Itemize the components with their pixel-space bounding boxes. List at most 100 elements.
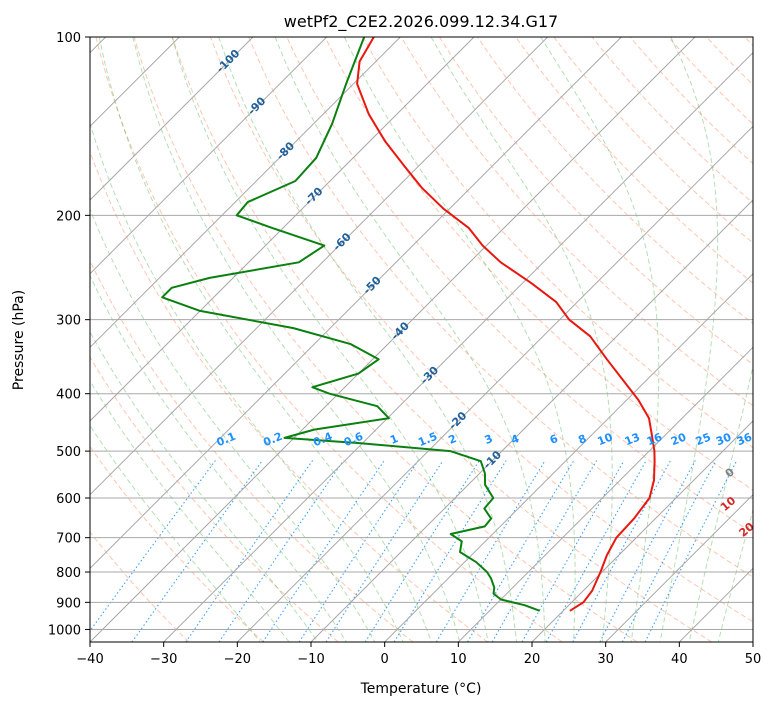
dry-adiabat	[553, 37, 753, 244]
isotherm-gridline	[384, 272, 753, 642]
dry-adiabat	[744, 37, 753, 47]
moist-adiabat	[430, 37, 613, 642]
mixing-ratio-label: 16	[645, 430, 664, 448]
dry-adiabat	[90, 259, 414, 642]
y-tick-label: 400	[56, 388, 81, 403]
y-axis: 1000 900 800 700 600 500 400 300 200 100	[48, 31, 90, 638]
chart-title: wetPf2_C2E2.2026.099.12.34.G17	[284, 12, 558, 32]
isotherm-gridline	[90, 37, 254, 201]
x-tick-label: 10	[450, 652, 467, 667]
mixing-ratio-label: 36	[735, 430, 754, 448]
dry-adiabat	[248, 37, 753, 578]
dry-adiabat	[210, 37, 753, 623]
mixing-ratio-line	[467, 460, 575, 642]
y-tick-label: 900	[56, 596, 81, 611]
dry-adiabat	[515, 37, 753, 284]
theta-e-label: 40	[765, 580, 775, 600]
moist-adiabat	[90, 330, 319, 642]
x-axis-title: Temperature (°C)	[360, 681, 482, 697]
mixing-ratio-label: 13	[623, 431, 642, 449]
dry-adiabat	[477, 37, 753, 325]
dry-adiabat	[400, 37, 753, 407]
mixing-ratio-line	[185, 460, 314, 642]
y-tick-label: 700	[56, 532, 81, 547]
x-tick-label: 40	[671, 652, 688, 667]
mixing-ratio-line	[545, 460, 647, 642]
isotherm-gridline	[90, 37, 549, 496]
dry-adiabat	[286, 37, 753, 534]
dry-adiabat	[706, 37, 753, 86]
series-layer	[161, 37, 656, 612]
dry-adiabat	[438, 37, 753, 366]
mixing-ratio-line	[131, 460, 263, 642]
x-tick-label: 20	[524, 652, 541, 667]
moist-adiabat	[717, 507, 753, 642]
x-tick-label: −30	[150, 652, 177, 667]
isotherm-gridline	[310, 199, 753, 642]
y-tick-label: 1000	[48, 623, 81, 638]
mixing-ratio-line	[644, 460, 738, 642]
line-labels: -100-90-80-70-60-50-40-30-20-100.1 0.2 0.4…	[214, 47, 775, 600]
theta-e-label: 30	[752, 548, 772, 568]
dry-adiabat	[133, 37, 638, 642]
y-tick-label: 100	[56, 31, 81, 46]
mixing-ratio-line	[491, 460, 598, 642]
isotherm-gridline	[90, 37, 328, 275]
mixing-ratio-line	[435, 460, 546, 642]
x-tick-label: −40	[76, 652, 103, 667]
mixing-ratio-label: 25	[694, 431, 713, 449]
dry-adiabat	[171, 37, 712, 642]
moist-adiabat	[171, 37, 489, 642]
isotherm-gridline	[90, 37, 696, 642]
x-tick-label: 50	[745, 652, 762, 667]
mixing-ratio-line	[325, 460, 444, 642]
isotherm-gridline	[457, 346, 753, 642]
mixing-ratio-line	[521, 460, 625, 642]
isotherm-gridline	[90, 37, 475, 422]
temperature-profile-line	[356, 37, 656, 612]
isotherm-gridline	[752, 641, 753, 642]
mixing-ratio-label: 10	[596, 430, 615, 448]
mixing-ratio-label: 3	[483, 432, 495, 447]
x-tick-label: −10	[297, 652, 324, 667]
moist-adiabat	[659, 37, 719, 642]
y-axis-title: Pressure (hPa)	[11, 290, 27, 390]
moist-adiabat	[343, 37, 576, 642]
dry-adiabat	[95, 37, 563, 642]
mixing-ratio-line	[572, 460, 672, 642]
isotherm-gridline	[90, 37, 401, 349]
moist-adiabat	[90, 207, 376, 642]
y-tick-label: 200	[56, 209, 81, 224]
moist-adiabat	[218, 37, 517, 642]
x-axis: −40 −30 −20 −10 0 10 20 30 40 50	[76, 642, 761, 667]
mixing-ratio-line	[298, 460, 419, 642]
y-tick-label: 500	[56, 445, 81, 460]
y-tick-label: 300	[56, 314, 81, 329]
mixing-ratio-label: 0.2	[261, 430, 284, 449]
moist-adiabat	[90, 424, 261, 642]
mixing-ratio-line	[90, 460, 216, 632]
dry-adiabat	[90, 531, 190, 642]
moist-adiabat	[274, 37, 546, 642]
isotherm-gridline	[531, 420, 753, 642]
y-tick-label: 800	[56, 566, 81, 581]
mixing-ratio-line	[218, 460, 344, 642]
mixing-ratio-label: 30	[714, 430, 733, 448]
dewpoint-profile-line	[161, 37, 541, 612]
mixing-ratio-label: 20	[669, 430, 688, 448]
moist-adiabat	[90, 274, 347, 642]
mixing-ratio-label: 1	[388, 432, 400, 447]
isotherm-gridline	[678, 567, 753, 642]
moist-adiabat	[688, 363, 753, 642]
dry-adiabat	[90, 150, 488, 642]
mixing-ratio-label: 6	[548, 432, 560, 447]
dry-adiabat	[90, 356, 339, 642]
mixing-ratio-line	[364, 460, 480, 642]
mixing-ratio-label: 0.4	[311, 430, 334, 449]
mixing-ratio-label: 0.1	[215, 430, 238, 449]
moist-adiabat	[132, 37, 461, 642]
dry-adiabat	[668, 37, 753, 125]
moist-adiabat	[540, 37, 660, 642]
mixing-ratio-label: 4	[509, 432, 521, 447]
